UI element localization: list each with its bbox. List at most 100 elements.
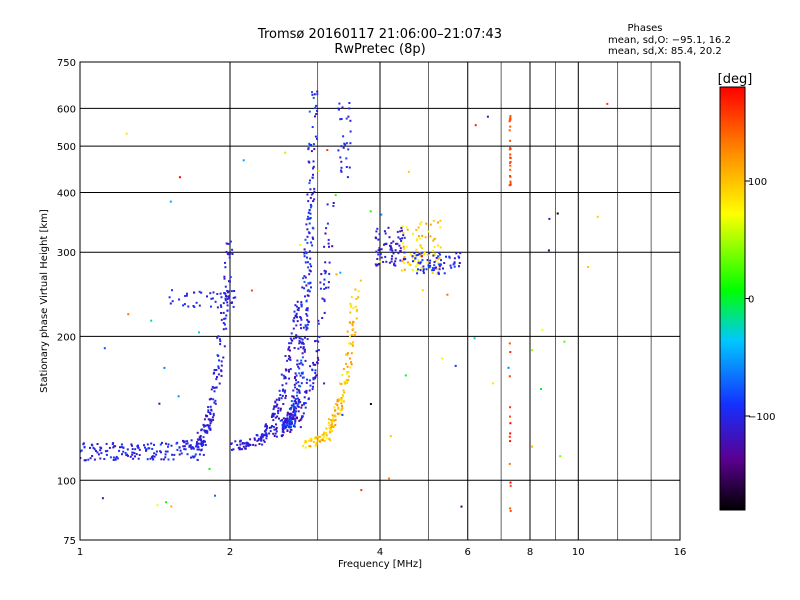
data-point: [93, 448, 96, 451]
data-point: [278, 417, 280, 420]
data-point: [264, 429, 267, 432]
data-point: [306, 256, 308, 259]
x-tick-label: 10: [572, 547, 585, 558]
data-point: [345, 157, 348, 160]
data-point: [326, 222, 329, 225]
data-point: [383, 230, 386, 233]
data-point: [295, 334, 298, 337]
data-point: [307, 398, 310, 401]
data-point: [289, 359, 292, 361]
data-point: [274, 416, 277, 419]
data-point: [264, 425, 267, 428]
data-point: [228, 256, 231, 259]
data-point: [422, 268, 425, 271]
data-point: [314, 377, 316, 380]
data-point: [346, 372, 349, 375]
y-axis: 75 100 200 300 400 500 600 750: [57, 58, 76, 547]
data-point: [282, 425, 285, 428]
data-point: [369, 403, 372, 405]
data-point: [261, 443, 264, 446]
data-point: [509, 164, 512, 167]
data-point: [171, 300, 174, 303]
data-point: [509, 183, 512, 186]
data-point: [112, 456, 115, 459]
data-point: [417, 253, 419, 256]
data-point: [311, 236, 314, 239]
data-point: [420, 266, 423, 269]
data-point: [509, 125, 512, 128]
data-point: [334, 194, 337, 197]
data-point: [199, 442, 202, 445]
data-point: [229, 276, 232, 279]
data-point: [344, 382, 347, 385]
data-point: [349, 302, 352, 305]
data-point: [216, 354, 219, 357]
data-point: [421, 289, 424, 292]
data-point: [226, 301, 229, 304]
data-point: [268, 432, 271, 435]
data-point: [306, 289, 309, 292]
data-point: [332, 418, 335, 421]
data-point: [182, 304, 185, 307]
data-point: [434, 259, 437, 262]
data-point: [540, 388, 542, 390]
data-point: [508, 342, 511, 345]
data-point: [194, 453, 197, 456]
data-point: [296, 388, 298, 391]
data-point: [509, 351, 512, 353]
data-point: [509, 168, 512, 171]
x-tick-label: 6: [465, 547, 471, 558]
stats-x: mean, sd,X: 85.4, 20.2: [608, 46, 722, 57]
data-point: [509, 175, 511, 177]
data-point: [286, 414, 289, 417]
data-point: [458, 265, 460, 268]
data-point: [301, 352, 304, 355]
data-point: [290, 407, 293, 409]
data-point: [119, 446, 121, 449]
data-point: [89, 457, 92, 460]
data-point: [405, 226, 408, 229]
data-point: [291, 395, 294, 398]
data-point: [312, 165, 315, 168]
data-point: [437, 255, 440, 258]
data-point: [281, 384, 284, 387]
data-point: [411, 268, 414, 271]
data-point: [294, 412, 297, 415]
data-point: [146, 458, 149, 461]
data-point: [105, 442, 108, 445]
data-point: [509, 510, 512, 512]
data-point: [299, 341, 302, 344]
data-point: [89, 446, 91, 449]
data-point: [231, 301, 234, 304]
data-point: [299, 419, 302, 421]
data-point: [212, 386, 215, 389]
data-point: [438, 263, 441, 266]
chart-title: Tromsø 20160117 21:06:00–21:07:43: [257, 27, 502, 42]
data-point: [209, 422, 212, 425]
data-point: [293, 310, 296, 313]
data-point: [210, 388, 213, 391]
data-point: [265, 437, 268, 440]
data-point: [400, 240, 403, 242]
data-point: [273, 435, 276, 437]
data-point: [272, 412, 275, 415]
data-point: [587, 266, 590, 268]
data-point: [416, 238, 419, 241]
data-point: [346, 176, 349, 179]
data-point: [349, 119, 352, 122]
data-point: [241, 448, 244, 451]
data-point: [282, 417, 285, 420]
data-point: [297, 307, 300, 309]
data-point: [348, 357, 351, 360]
data-point: [182, 445, 185, 448]
data-point: [303, 403, 305, 406]
data-point: [159, 450, 162, 453]
data-point: [399, 230, 402, 233]
data-point: [288, 419, 291, 421]
data-point: [509, 415, 511, 418]
data-point: [90, 443, 93, 446]
data-point: [239, 439, 242, 442]
data-point: [275, 398, 278, 401]
data-point: [308, 290, 311, 293]
data-point: [460, 505, 463, 508]
